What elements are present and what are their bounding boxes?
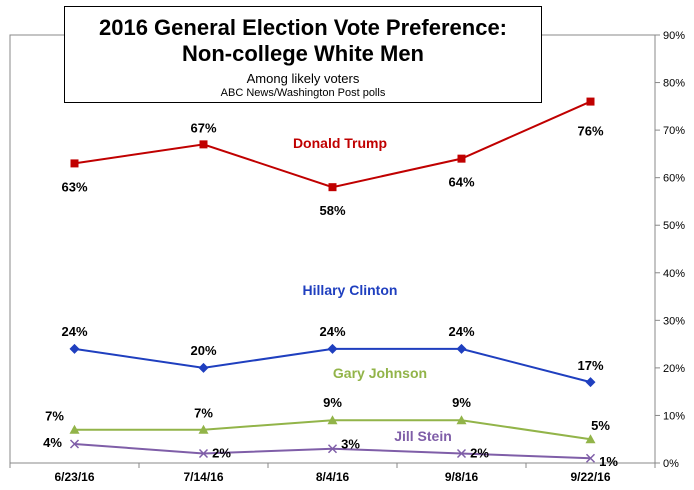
data-label: 3% — [341, 437, 360, 452]
y-tick-label: 90% — [663, 30, 685, 42]
chart-source: ABC News/Washington Post polls — [220, 87, 386, 99]
data-point — [69, 424, 80, 434]
data-point — [199, 140, 208, 149]
data-label: 24% — [61, 324, 87, 339]
y-tick-label: 40% — [663, 268, 685, 280]
data-point — [327, 444, 338, 454]
series-line — [74, 442, 591, 460]
x-tick-label: 9/8/16 — [445, 470, 479, 484]
data-label: 7% — [194, 406, 213, 421]
data-label: 24% — [319, 324, 345, 339]
chart-subtitle: Among likely voters — [246, 71, 360, 86]
data-label: 24% — [448, 324, 474, 339]
series-gary-johnson: 7% 7% 9% 9% 5% Gary Johnson — [45, 365, 610, 444]
x-tick-label: 8/4/16 — [316, 470, 350, 484]
series-name-label: Gary Johnson — [333, 365, 427, 381]
data-point — [198, 424, 209, 434]
x-tick-label: 7/14/16 — [183, 470, 223, 484]
chart-axes: 0% 10% 20% 30% 40% 50% 60% 70% 80% 90% 6/23/16 7/14… — [9, 30, 685, 484]
y-tick-label: 70% — [663, 125, 685, 137]
x-tick-label: 9/22/16 — [570, 470, 610, 484]
data-label: 17% — [577, 358, 603, 373]
data-point — [457, 154, 466, 163]
data-point — [585, 453, 596, 463]
data-label: 64% — [448, 175, 474, 190]
data-label: 4% — [43, 435, 62, 450]
data-label: 5% — [591, 418, 610, 433]
data-point — [198, 362, 209, 373]
x-tick-label: 6/23/16 — [54, 470, 94, 484]
chart-title-line-2: Non-college White Men — [182, 41, 424, 66]
data-label: 9% — [452, 395, 471, 410]
data-point — [456, 343, 467, 354]
data-label: 67% — [190, 120, 216, 135]
series-jill-stein: 4% 2% 3% 2% 1% Jill Stein — [43, 428, 618, 469]
data-point — [69, 343, 80, 354]
y-tick-label: 60% — [663, 173, 685, 185]
data-point — [586, 97, 595, 106]
y-tick-label: 50% — [663, 220, 685, 232]
data-label: 58% — [319, 203, 345, 218]
data-label: 2% — [212, 445, 231, 460]
data-label: 7% — [45, 409, 64, 424]
y-tick-label: 20% — [663, 363, 685, 375]
data-point — [328, 183, 337, 192]
series-hillary-clinton: 24% 20% 24% 24% 17% Hillary Clinton — [61, 282, 604, 388]
series-name-label: Hillary Clinton — [303, 282, 398, 298]
data-label: 9% — [323, 395, 342, 410]
data-point — [69, 439, 80, 449]
data-label: 1% — [599, 454, 618, 469]
series-name-label: Jill Stein — [394, 428, 452, 444]
data-point — [70, 159, 79, 168]
data-point — [456, 448, 467, 459]
data-label: 63% — [61, 179, 87, 194]
chart-series: 63% 67% 58% 64% 76% Donald Trump 24% 20% 24% 24% 1… — [43, 97, 618, 469]
data-point — [327, 343, 338, 354]
series-name-label: Donald Trump — [293, 135, 387, 151]
data-point — [456, 415, 467, 425]
chart-title-line-1: 2016 General Election Vote Preference: — [99, 15, 507, 40]
y-tick-label: 10% — [663, 410, 685, 422]
data-label: 2% — [470, 445, 489, 460]
title-box: 2016 General Election Vote Preference: N… — [64, 6, 542, 103]
data-point — [198, 448, 209, 459]
data-point — [585, 377, 596, 388]
series-donald-trump: 63% 67% 58% 64% 76% Donald Trump — [61, 97, 604, 218]
data-label: 76% — [577, 124, 603, 139]
y-tick-label: 30% — [663, 315, 685, 327]
y-tick-label: 80% — [663, 78, 685, 90]
y-tick-label: 0% — [663, 458, 679, 470]
data-label: 20% — [190, 343, 216, 358]
data-point — [327, 415, 338, 425]
data-point — [585, 434, 596, 444]
